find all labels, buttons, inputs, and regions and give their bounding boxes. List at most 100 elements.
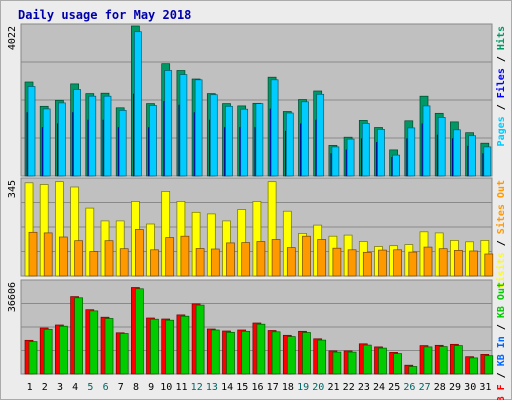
x-tick-label-day-20: 20: [312, 382, 324, 393]
x-tick-label-day-10: 10: [160, 382, 172, 393]
bar-sites-day-25: [393, 249, 402, 277]
bar-pages-day-28: [437, 117, 446, 177]
x-tick-label-day-7: 7: [118, 382, 124, 393]
bar-sites-day-4: [74, 240, 83, 277]
bar-sites-day-29: [454, 250, 463, 277]
bar-pages-day-23: [361, 123, 370, 177]
panel-kb-in-out: 36606 KB F / KB In / KB Out: [7, 279, 507, 400]
bar-kb-out-day-9: [150, 318, 159, 375]
x-tick-label-day-8: 8: [133, 382, 139, 393]
bar-sites-day-6: [104, 240, 114, 277]
bar-kb-out-day-4: [74, 297, 83, 375]
bar-kb-out-day-19: [302, 332, 311, 375]
x-tick-label-day-9: 9: [148, 382, 154, 393]
bar-sites-day-9: [150, 249, 159, 277]
bar-kb-out-day-30: [469, 357, 478, 375]
bar-kb-out-day-1: [28, 341, 38, 375]
bar-kb-out-day-5: [89, 310, 99, 375]
legend-visits-sites: Visits / Sites Out: [495, 180, 507, 288]
legend-entry: /: [496, 366, 507, 384]
bar-sites-day-28: [438, 248, 448, 277]
bar-pages-day-25: [392, 154, 400, 177]
x-tick-label-day-26: 26: [403, 382, 415, 393]
bar-pages-day-20: [316, 93, 325, 177]
bar-pages-day-18: [285, 112, 294, 177]
bar-sites-day-26: [408, 251, 418, 277]
bar-pages-day-11: [179, 74, 188, 177]
x-tick-label-day-6: 6: [103, 382, 109, 393]
bar-sites-day-7: [119, 248, 129, 277]
legend-entry: /: [496, 50, 507, 68]
bar-pages-day-14: [225, 105, 233, 177]
legend-entry: KB In: [496, 336, 507, 366]
chart-title: Daily usage for May 2018: [18, 8, 192, 22]
bar-sites-day-3: [59, 236, 68, 277]
x-tick-label-day-4: 4: [72, 382, 78, 393]
bar-kb-out-day-16: [256, 323, 266, 375]
bar-kb-out-day-31: [484, 355, 494, 375]
bar-pages-day-9: [149, 105, 157, 177]
bar-sites-day-31: [484, 253, 494, 277]
x-tick-label-day-12: 12: [191, 382, 203, 393]
chart-panels: 4022 Pages / Files / Hits 345 Visits / Site…: [7, 23, 507, 400]
bar-sites-day-1: [28, 231, 38, 277]
legend-entry: KB Out: [496, 282, 507, 318]
bar-pages-day-12: [194, 79, 203, 177]
bar-pages-day-27: [422, 105, 431, 177]
bar-sites-day-23: [362, 251, 372, 277]
legend-entry: Files: [495, 68, 507, 98]
bar-pages-day-13: [209, 94, 218, 177]
panel-hits-files-pages: 4022 Pages / Files / Hits: [7, 23, 507, 177]
x-tick-label-day-19: 19: [297, 382, 309, 393]
x-tick-label-day-30: 30: [464, 382, 476, 393]
bar-kb-out-day-3: [59, 325, 68, 375]
bar-sites-day-30: [469, 250, 478, 277]
bar-sites-day-27: [423, 246, 433, 277]
bar-sites-day-19: [302, 235, 311, 277]
bar-sites-day-21: [332, 247, 342, 277]
y-axis-max-label: 4022: [7, 26, 18, 50]
bar-kb-out-day-28: [438, 346, 448, 375]
legend-entry: /: [496, 234, 507, 252]
bar-pages-day-30: [468, 135, 476, 177]
bar-pages-day-7: [118, 110, 127, 177]
x-tick-label-day-14: 14: [221, 382, 233, 393]
legend-entry: Visits: [495, 252, 507, 288]
bar-pages-day-4: [73, 89, 81, 177]
x-tick-label-day-29: 29: [449, 382, 461, 393]
x-tick-label-day-11: 11: [175, 382, 187, 393]
x-tick-label-day-17: 17: [267, 382, 279, 393]
bar-kb-out-day-22: [347, 351, 357, 375]
legend-entry: /: [496, 318, 507, 336]
x-tick-label-day-5: 5: [87, 382, 93, 393]
legend-entry: Sites: [495, 204, 507, 234]
bar-kb-out-day-13: [210, 329, 220, 375]
panel-visits-sites: 345 Visits / Sites Out: [7, 177, 507, 288]
bar-pages-day-1: [27, 86, 36, 177]
bar-pages-day-10: [164, 70, 173, 177]
bar-pages-day-24: [377, 129, 385, 177]
bar-pages-day-21: [331, 146, 340, 177]
y-axis-max-label: 345: [7, 180, 18, 198]
x-tick-label-day-15: 15: [236, 382, 248, 393]
bar-kb-out-day-17: [271, 331, 281, 375]
bar-sites-day-15: [241, 242, 251, 277]
bar-sites-day-16: [256, 241, 266, 277]
bar-kb-out-day-18: [286, 336, 296, 375]
bar-pages-day-22: [346, 138, 355, 177]
bar-sites-day-24: [378, 249, 387, 277]
bar-sites-day-22: [347, 249, 357, 277]
bar-sites-day-5: [89, 251, 99, 277]
x-tick-label-day-21: 21: [327, 382, 339, 393]
bar-kb-out-day-20: [317, 339, 327, 375]
x-tick-label-day-28: 28: [434, 382, 446, 393]
bar-pages-day-6: [103, 95, 112, 177]
bar-kb-out-day-14: [226, 331, 235, 375]
x-axis-day-labels: 1 2 3 4 5 6 7 8 9 10 11 12 13 14 15 16 17 18 19 20 21 22 23 24 2…: [27, 382, 492, 393]
legend-entry: Hits: [495, 26, 507, 50]
legend-hits-files-pages: Pages / Files / Hits: [495, 26, 507, 146]
bar-pages-day-17: [270, 79, 279, 177]
bar-sites-day-20: [317, 239, 327, 277]
bar-kb-out-day-7: [119, 333, 129, 375]
